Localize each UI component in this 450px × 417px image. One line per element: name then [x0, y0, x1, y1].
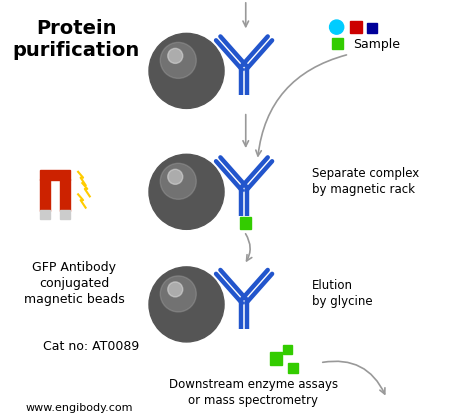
- Bar: [40, 210, 50, 219]
- Text: Sample: Sample: [353, 38, 400, 51]
- Bar: [283, 345, 292, 354]
- Text: Protein
purification: Protein purification: [13, 19, 140, 60]
- Text: www.engibody.com: www.engibody.com: [26, 403, 134, 413]
- Circle shape: [329, 20, 344, 34]
- Bar: [270, 352, 283, 365]
- Bar: [367, 23, 377, 33]
- Bar: [60, 179, 70, 211]
- Text: Downstream enzyme assays
or mass spectrometry: Downstream enzyme assays or mass spectro…: [169, 378, 338, 407]
- Bar: [40, 170, 70, 180]
- Bar: [351, 21, 362, 33]
- Text: Separate complex
by magnetic rack: Separate complex by magnetic rack: [311, 167, 419, 196]
- Circle shape: [149, 33, 224, 108]
- Text: GFP Antibody
conjugated
magnetic beads: GFP Antibody conjugated magnetic beads: [23, 261, 124, 306]
- Circle shape: [149, 154, 224, 229]
- Bar: [40, 179, 50, 211]
- Circle shape: [149, 267, 224, 342]
- Circle shape: [168, 282, 183, 297]
- Circle shape: [160, 43, 196, 78]
- Text: Elution
by glycine: Elution by glycine: [311, 279, 372, 309]
- Circle shape: [160, 276, 196, 312]
- Bar: [240, 218, 251, 229]
- Circle shape: [160, 163, 196, 199]
- Circle shape: [168, 169, 183, 184]
- Text: Cat no: AT0089: Cat no: AT0089: [43, 339, 139, 353]
- Circle shape: [168, 48, 183, 63]
- Bar: [288, 362, 298, 373]
- Bar: [60, 210, 70, 219]
- Bar: [332, 38, 343, 50]
